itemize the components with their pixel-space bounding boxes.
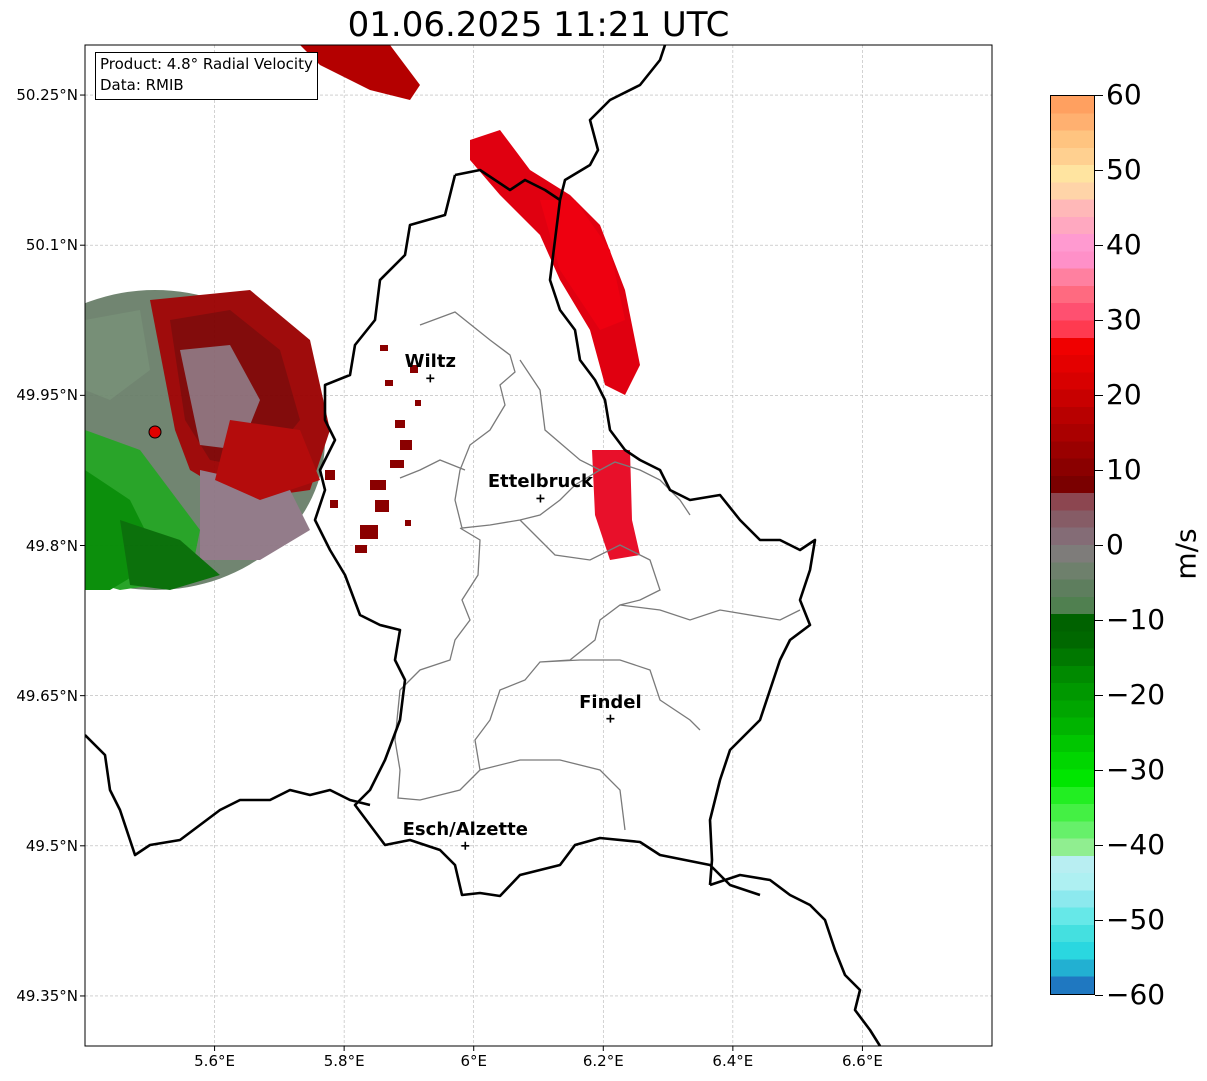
- colorbar-tick-label: 40: [1106, 228, 1142, 261]
- chart-title: 01.06.2025 11:21 UTC: [347, 5, 730, 45]
- city-label: Wiltz: [404, 351, 456, 373]
- colorbar-tick-label: −10: [1106, 603, 1166, 636]
- colorbar-unit-label: m/s: [1169, 528, 1203, 580]
- city-label: Findel: [579, 691, 642, 713]
- lat-tick-label: 49.5°N: [25, 836, 78, 855]
- colorbar-tick-label: 10: [1106, 453, 1142, 486]
- colorbar-tick-label: −40: [1106, 828, 1166, 861]
- city-marker: [606, 714, 615, 723]
- colorbar-tick: [1095, 170, 1103, 171]
- colorbar-tick: [1095, 920, 1103, 921]
- colorbar-tick: [1095, 620, 1103, 621]
- colorbar-tick: [1095, 245, 1103, 246]
- colorbar-tick: [1095, 320, 1103, 321]
- lat-tick-label: 49.95°N: [16, 386, 78, 405]
- colorbar-tick-label: 20: [1106, 378, 1142, 411]
- lat-tick-label: 50.25°N: [16, 86, 78, 105]
- data-source-label: Data: RMIB: [100, 76, 184, 94]
- product-label: Product: 4.8° Radial Velocity: [100, 55, 313, 73]
- lat-tick-label: 49.65°N: [16, 686, 78, 705]
- country-border-germany-france: [709, 873, 882, 1046]
- colorbar-unit-text: m/s: [1169, 528, 1203, 580]
- colorbar: [1050, 95, 1095, 995]
- city-marker: [536, 494, 545, 503]
- radar-echo-east: [300, 45, 640, 560]
- colorbar-tick: [1095, 845, 1103, 846]
- lat-tick-label: 49.35°N: [16, 986, 78, 1005]
- colorbar-tick: [1095, 995, 1103, 996]
- colorbar-tick: [1095, 770, 1103, 771]
- colorbar-tick-label: −20: [1106, 678, 1166, 711]
- radar-echo-west: [85, 290, 330, 590]
- radar-echo-scattered: [325, 345, 421, 553]
- city-marker: [426, 374, 435, 383]
- colorbar-tick-label: −60: [1106, 978, 1166, 1011]
- lon-tick-label: 6°E: [460, 1052, 487, 1070]
- radar-site-marker: [148, 425, 162, 439]
- country-border-luxembourg: [85, 45, 817, 898]
- lon-tick-label: 5.8°E: [323, 1052, 365, 1070]
- lon-tick-label: 5.6°E: [194, 1052, 235, 1070]
- colorbar-tick-label: 60: [1106, 78, 1142, 111]
- canton-boundaries: [394, 311, 801, 831]
- colorbar-tick: [1095, 470, 1103, 471]
- colorbar-tick-label: 50: [1106, 153, 1142, 186]
- lat-tick-label: 50.1°N: [25, 236, 78, 255]
- product-info-box: Product: 4.8° Radial Velocity Data: RMIB: [95, 52, 318, 100]
- colorbar-tick: [1095, 695, 1103, 696]
- colorbar-tick: [1095, 395, 1103, 396]
- colorbar-tick-label: −30: [1106, 753, 1166, 786]
- colorbar-tick-label: −50: [1106, 903, 1166, 936]
- lon-tick-label: 6.6°E: [842, 1052, 883, 1070]
- lon-tick-label: 6.2°E: [582, 1052, 624, 1070]
- city-marker: [461, 841, 470, 850]
- colorbar-tick: [1095, 545, 1103, 546]
- colorbar-tick-label: 30: [1106, 303, 1142, 336]
- colorbar-tick: [1095, 95, 1103, 96]
- lon-tick-label: 6.4°E: [712, 1052, 754, 1070]
- city-label: Esch/Alzette: [402, 818, 528, 840]
- lat-tick-label: 49.8°N: [25, 536, 78, 555]
- colorbar-tick-label: 0: [1106, 528, 1124, 561]
- city-label: Ettelbruck: [487, 471, 593, 493]
